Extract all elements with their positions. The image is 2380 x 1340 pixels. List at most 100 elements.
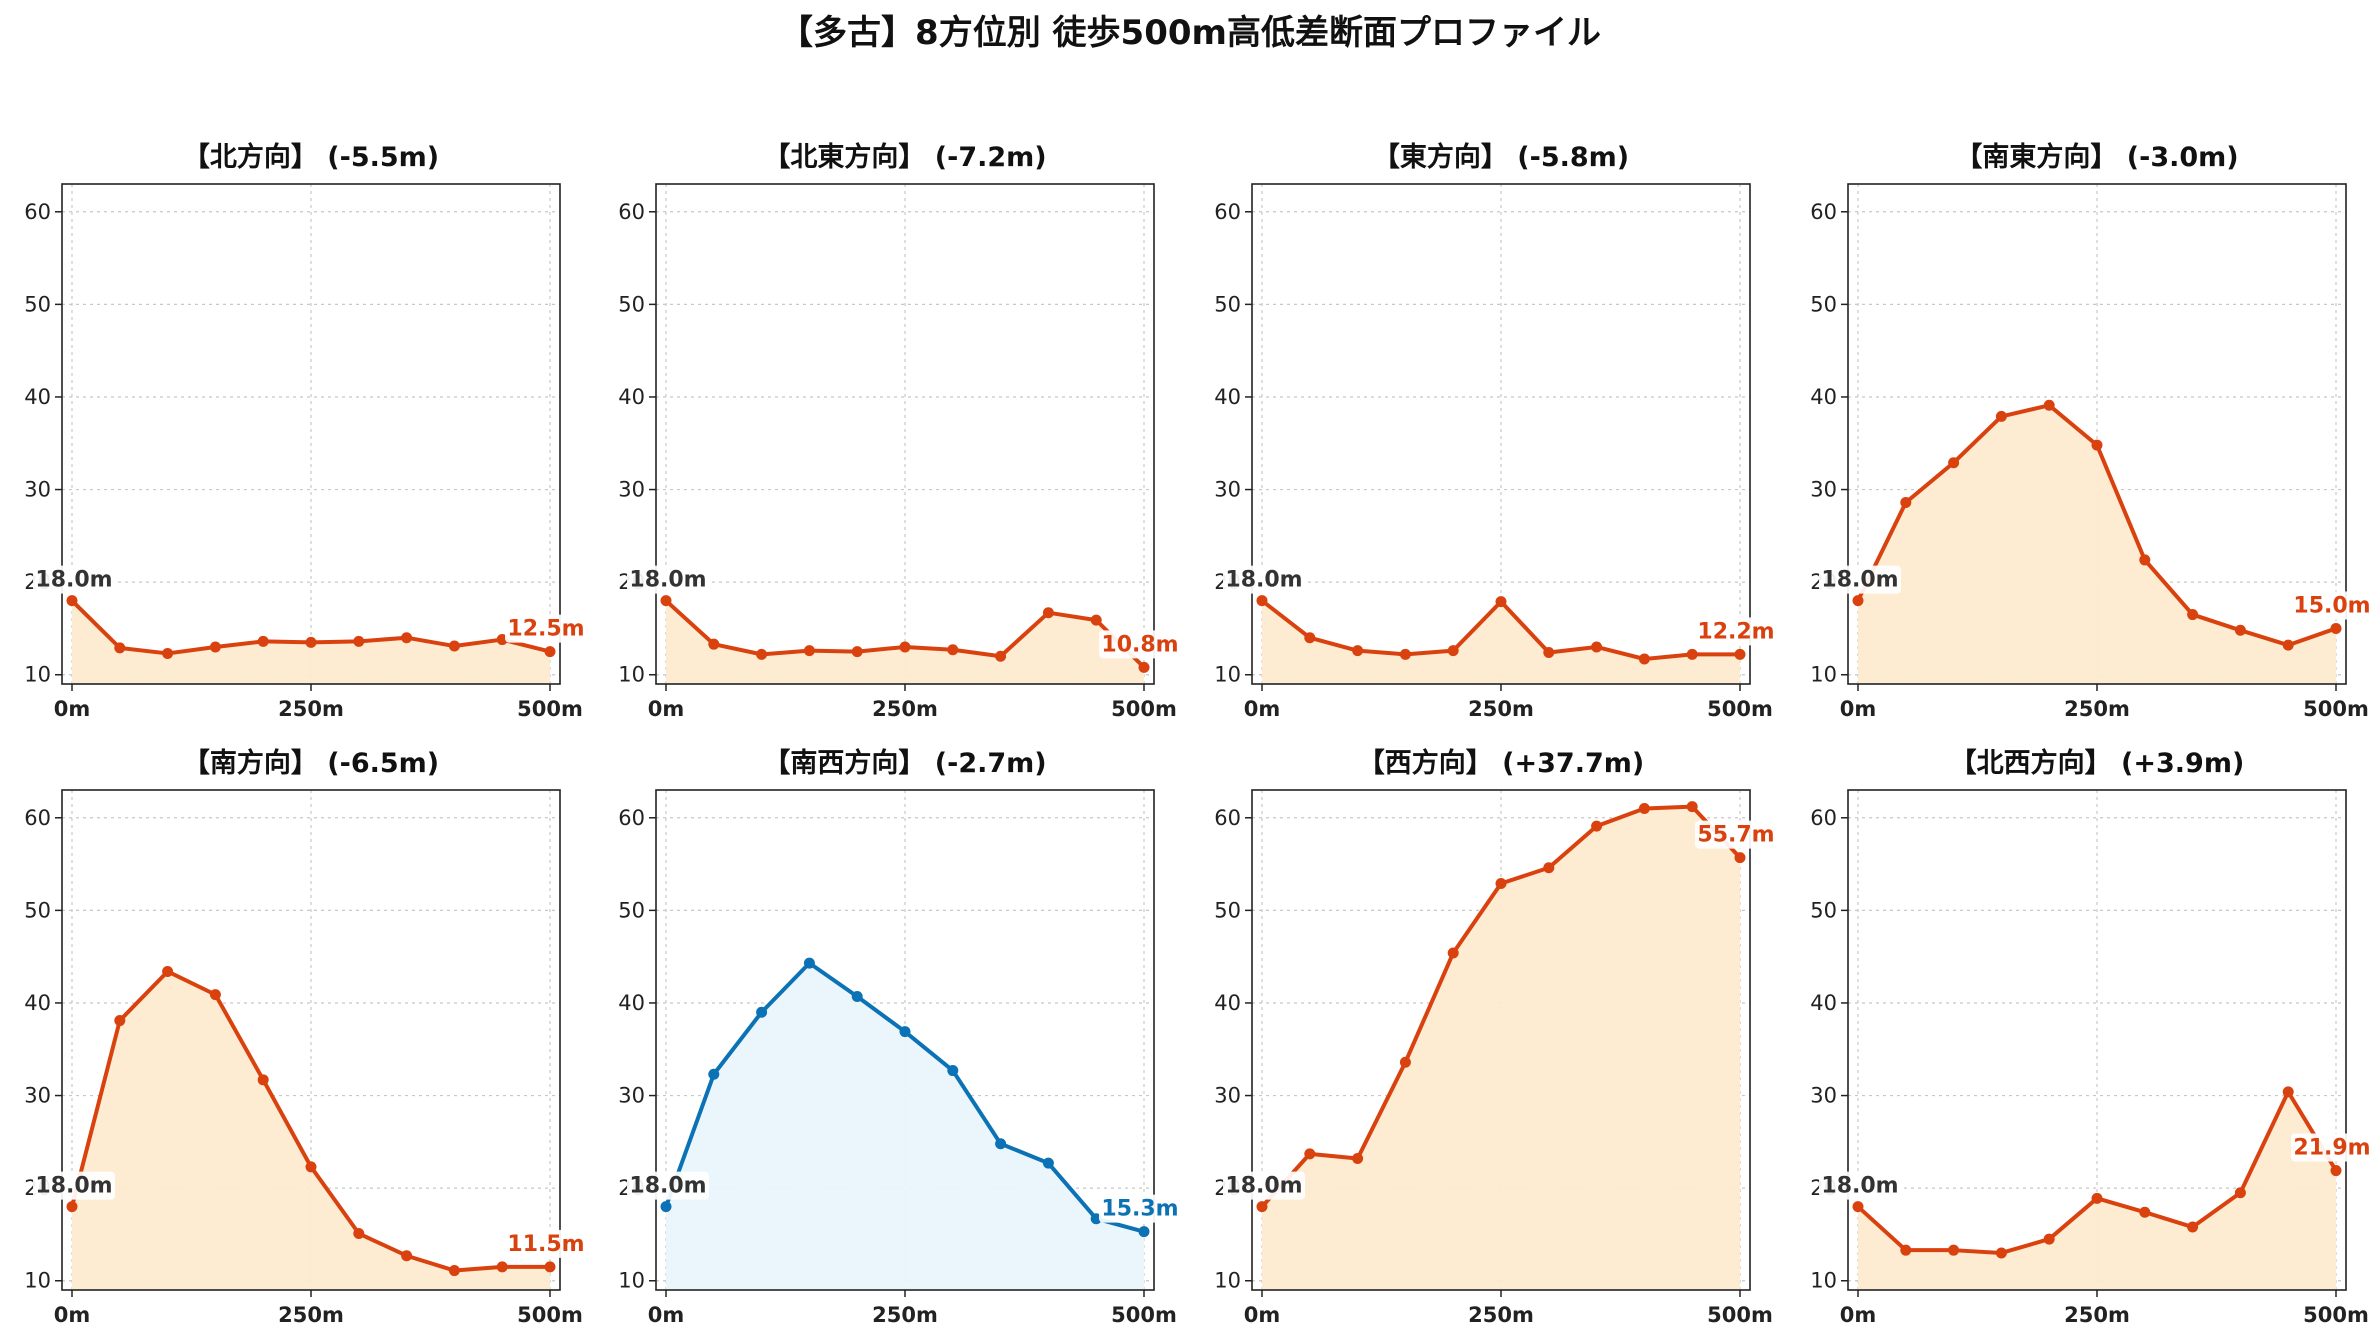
data-point — [2091, 439, 2103, 451]
y-tick-label: 10 — [1810, 1269, 1837, 1293]
x-tick-label: 250m — [872, 697, 938, 721]
y-tick-label: 40 — [1214, 385, 1241, 409]
x-tick-label: 500m — [517, 1303, 583, 1327]
y-tick-label: 60 — [1810, 806, 1837, 830]
end-value-label: 11.5m — [507, 1232, 584, 1257]
start-value-label: 18.0m — [629, 568, 706, 593]
data-point — [1352, 1153, 1364, 1165]
end-label-box — [1099, 630, 1181, 659]
x-tick-label: 0m — [1244, 1303, 1281, 1327]
panel-title: 【北西方向】 (+3.9m) — [1950, 747, 2245, 779]
area-fill — [1858, 1091, 2336, 1290]
x-tick-label: 500m — [1707, 1303, 1773, 1327]
y-tick-label: 60 — [1214, 200, 1241, 224]
data-point — [1352, 645, 1364, 657]
y-tick-label: 50 — [1214, 898, 1241, 922]
x-tick-label: 500m — [1111, 1303, 1177, 1327]
data-point — [1638, 803, 1650, 815]
data-point — [803, 957, 815, 969]
area-fill — [1262, 600, 1740, 684]
start-value-label: 18.0m — [1225, 568, 1302, 593]
x-tick-label: 500m — [1707, 697, 1773, 721]
x-tick-label: 250m — [1468, 1303, 1534, 1327]
data-point — [1042, 1157, 1054, 1169]
x-tick-label: 500m — [2303, 1303, 2369, 1327]
panel-title: 【北方向】 (-5.5m) — [183, 141, 439, 173]
end-value-label: 12.5m — [507, 617, 584, 642]
start-label-box — [33, 565, 115, 594]
end-label-box — [1695, 617, 1777, 646]
y-tick-label: 10 — [1214, 663, 1241, 687]
y-tick-label: 50 — [24, 292, 51, 316]
data-point — [1948, 1244, 1960, 1256]
x-tick-label: 0m — [648, 697, 685, 721]
data-point — [1256, 595, 1268, 607]
data-point — [257, 1074, 269, 1086]
x-tick-label: 250m — [2064, 697, 2130, 721]
data-point — [947, 644, 959, 656]
data-point — [544, 1261, 556, 1273]
area-fill — [1262, 806, 1740, 1290]
data-point — [2139, 554, 2151, 566]
y-tick-label: 50 — [1810, 292, 1837, 316]
y-tick-label: 10 — [1214, 1269, 1241, 1293]
data-point — [2234, 624, 2246, 636]
y-tick-label: 60 — [24, 806, 51, 830]
start-label-box — [1819, 1171, 1901, 1200]
data-point — [162, 965, 174, 977]
start-value-label: 18.0m — [1821, 568, 1898, 593]
x-tick-label: 0m — [54, 697, 91, 721]
x-tick-label: 0m — [1840, 1303, 1877, 1327]
panel-title: 【南西方向】 (-2.7m) — [763, 747, 1046, 779]
y-tick-label: 10 — [618, 663, 645, 687]
end-label-box — [505, 1229, 587, 1258]
end-value-label: 15.3m — [1101, 1197, 1178, 1222]
end-value-label: 12.2m — [1697, 619, 1774, 644]
data-point — [2187, 1221, 2199, 1233]
data-point — [2330, 1165, 2342, 1177]
data-point — [1304, 632, 1316, 644]
x-tick-label: 0m — [1840, 697, 1877, 721]
end-value-label: 55.7m — [1697, 823, 1774, 848]
data-point — [448, 640, 460, 652]
data-point — [209, 989, 221, 1001]
data-point — [496, 634, 508, 646]
data-point — [2330, 622, 2342, 634]
start-value-label: 18.0m — [35, 568, 112, 593]
end-value-label: 10.8m — [1101, 632, 1178, 657]
data-point — [1543, 647, 1555, 659]
figure-title: 【多古】8方位別 徒歩500m高低差断面プロファイル — [779, 13, 1601, 53]
start-value-label: 18.0m — [629, 1174, 706, 1199]
start-value-label: 18.0m — [1225, 1174, 1302, 1199]
y-tick-label: 60 — [1214, 806, 1241, 830]
data-point — [1734, 852, 1746, 864]
y-tick-label: 40 — [1810, 991, 1837, 1015]
y-tick-label: 30 — [24, 478, 51, 502]
data-point — [257, 635, 269, 647]
data-point — [947, 1065, 959, 1077]
y-tick-label: 40 — [1214, 991, 1241, 1015]
area-fill — [666, 963, 1144, 1290]
y-tick-label: 40 — [24, 385, 51, 409]
data-point — [2043, 399, 2055, 411]
panel-8: 【北西方向】 (+3.9m)1020304050600m250m500m18.0… — [1810, 747, 2373, 1327]
panel-5: 【南方向】 (-6.5m)1020304050600m250m500m18.0m… — [24, 747, 587, 1327]
data-point — [1304, 1148, 1316, 1160]
data-point — [1995, 410, 2007, 422]
data-point — [353, 635, 365, 647]
data-point — [2234, 1187, 2246, 1199]
y-tick-label: 40 — [24, 991, 51, 1015]
panel-title: 【南東方向】 (-3.0m) — [1955, 141, 2238, 173]
data-point — [401, 1250, 413, 1262]
start-label-box — [1819, 565, 1901, 594]
data-point — [1399, 1056, 1411, 1068]
y-tick-label: 30 — [24, 1084, 51, 1108]
y-tick-label: 30 — [1214, 1084, 1241, 1108]
data-point — [995, 650, 1007, 662]
data-point — [114, 1015, 126, 1027]
data-point — [899, 1026, 911, 1038]
data-point — [305, 1161, 317, 1173]
data-point — [1543, 862, 1555, 874]
data-point — [401, 632, 413, 644]
